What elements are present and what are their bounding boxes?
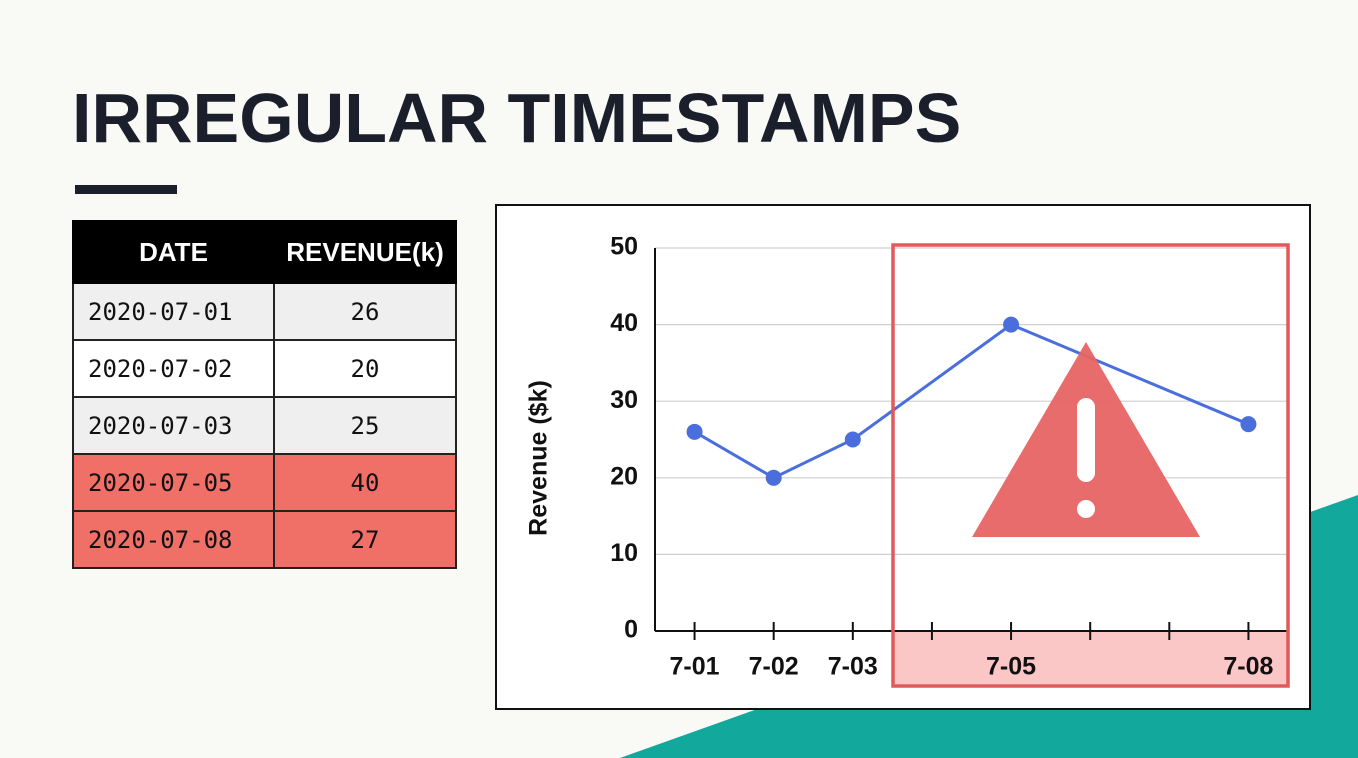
table-row: 2020-07-01 26 [72,282,457,341]
highlight-fill [893,631,1288,686]
point [686,423,703,440]
y-tick-label: 20 [610,462,638,490]
highlight-box [891,243,1290,688]
table-cell: 2020-07-05 [72,453,275,512]
table-row: 2020-07-05 40 [72,453,457,512]
chart-frame [495,204,1311,710]
warning-dot [1077,500,1095,518]
table-row: 2020-07-02 20 [72,339,457,398]
point [844,431,861,448]
column-header: DATE [72,220,275,284]
column-header: REVENUE(k) [273,220,457,284]
table-cell: 26 [273,282,457,341]
y-tick-label: 40 [610,309,638,337]
x-tick-label: 7-03 [828,653,878,681]
table-row: 2020-07-08 27 [72,510,457,569]
title-underline [75,185,177,194]
table-cell: 2020-07-01 [72,282,275,341]
point [1240,416,1257,433]
y-tick-label: 10 [610,539,638,567]
y-tick-label: 50 [610,233,638,261]
table-cell: 25 [273,396,457,455]
y-tick-label: 0 [624,616,638,644]
x-tick-label: 7-01 [670,653,720,681]
x-tick-label: 7-05 [986,653,1036,681]
table-cell: 2020-07-02 [72,339,275,398]
table-cell: 2020-07-08 [72,510,275,569]
point [765,469,782,486]
table-cell: 27 [273,510,457,569]
table-cell: 2020-07-03 [72,396,275,455]
table-row: 2020-07-03 25 [72,396,457,455]
y-tick-label: 30 [610,386,638,414]
warning-mark [1077,398,1095,482]
table-cell: 20 [273,339,457,398]
x-tick-label: 7-08 [1223,653,1273,681]
y-axis-label: Revenue ($k) [525,380,553,536]
x-tick-label: 7-02 [749,653,799,681]
title: IRREGULAR TIMESTAMPS [72,79,962,157]
table-cell: 40 [273,453,457,512]
point [1003,316,1020,333]
data-table: DATE REVENUE(k) 2020-07-01 26 2020-07-02 20 2… [72,220,457,569]
